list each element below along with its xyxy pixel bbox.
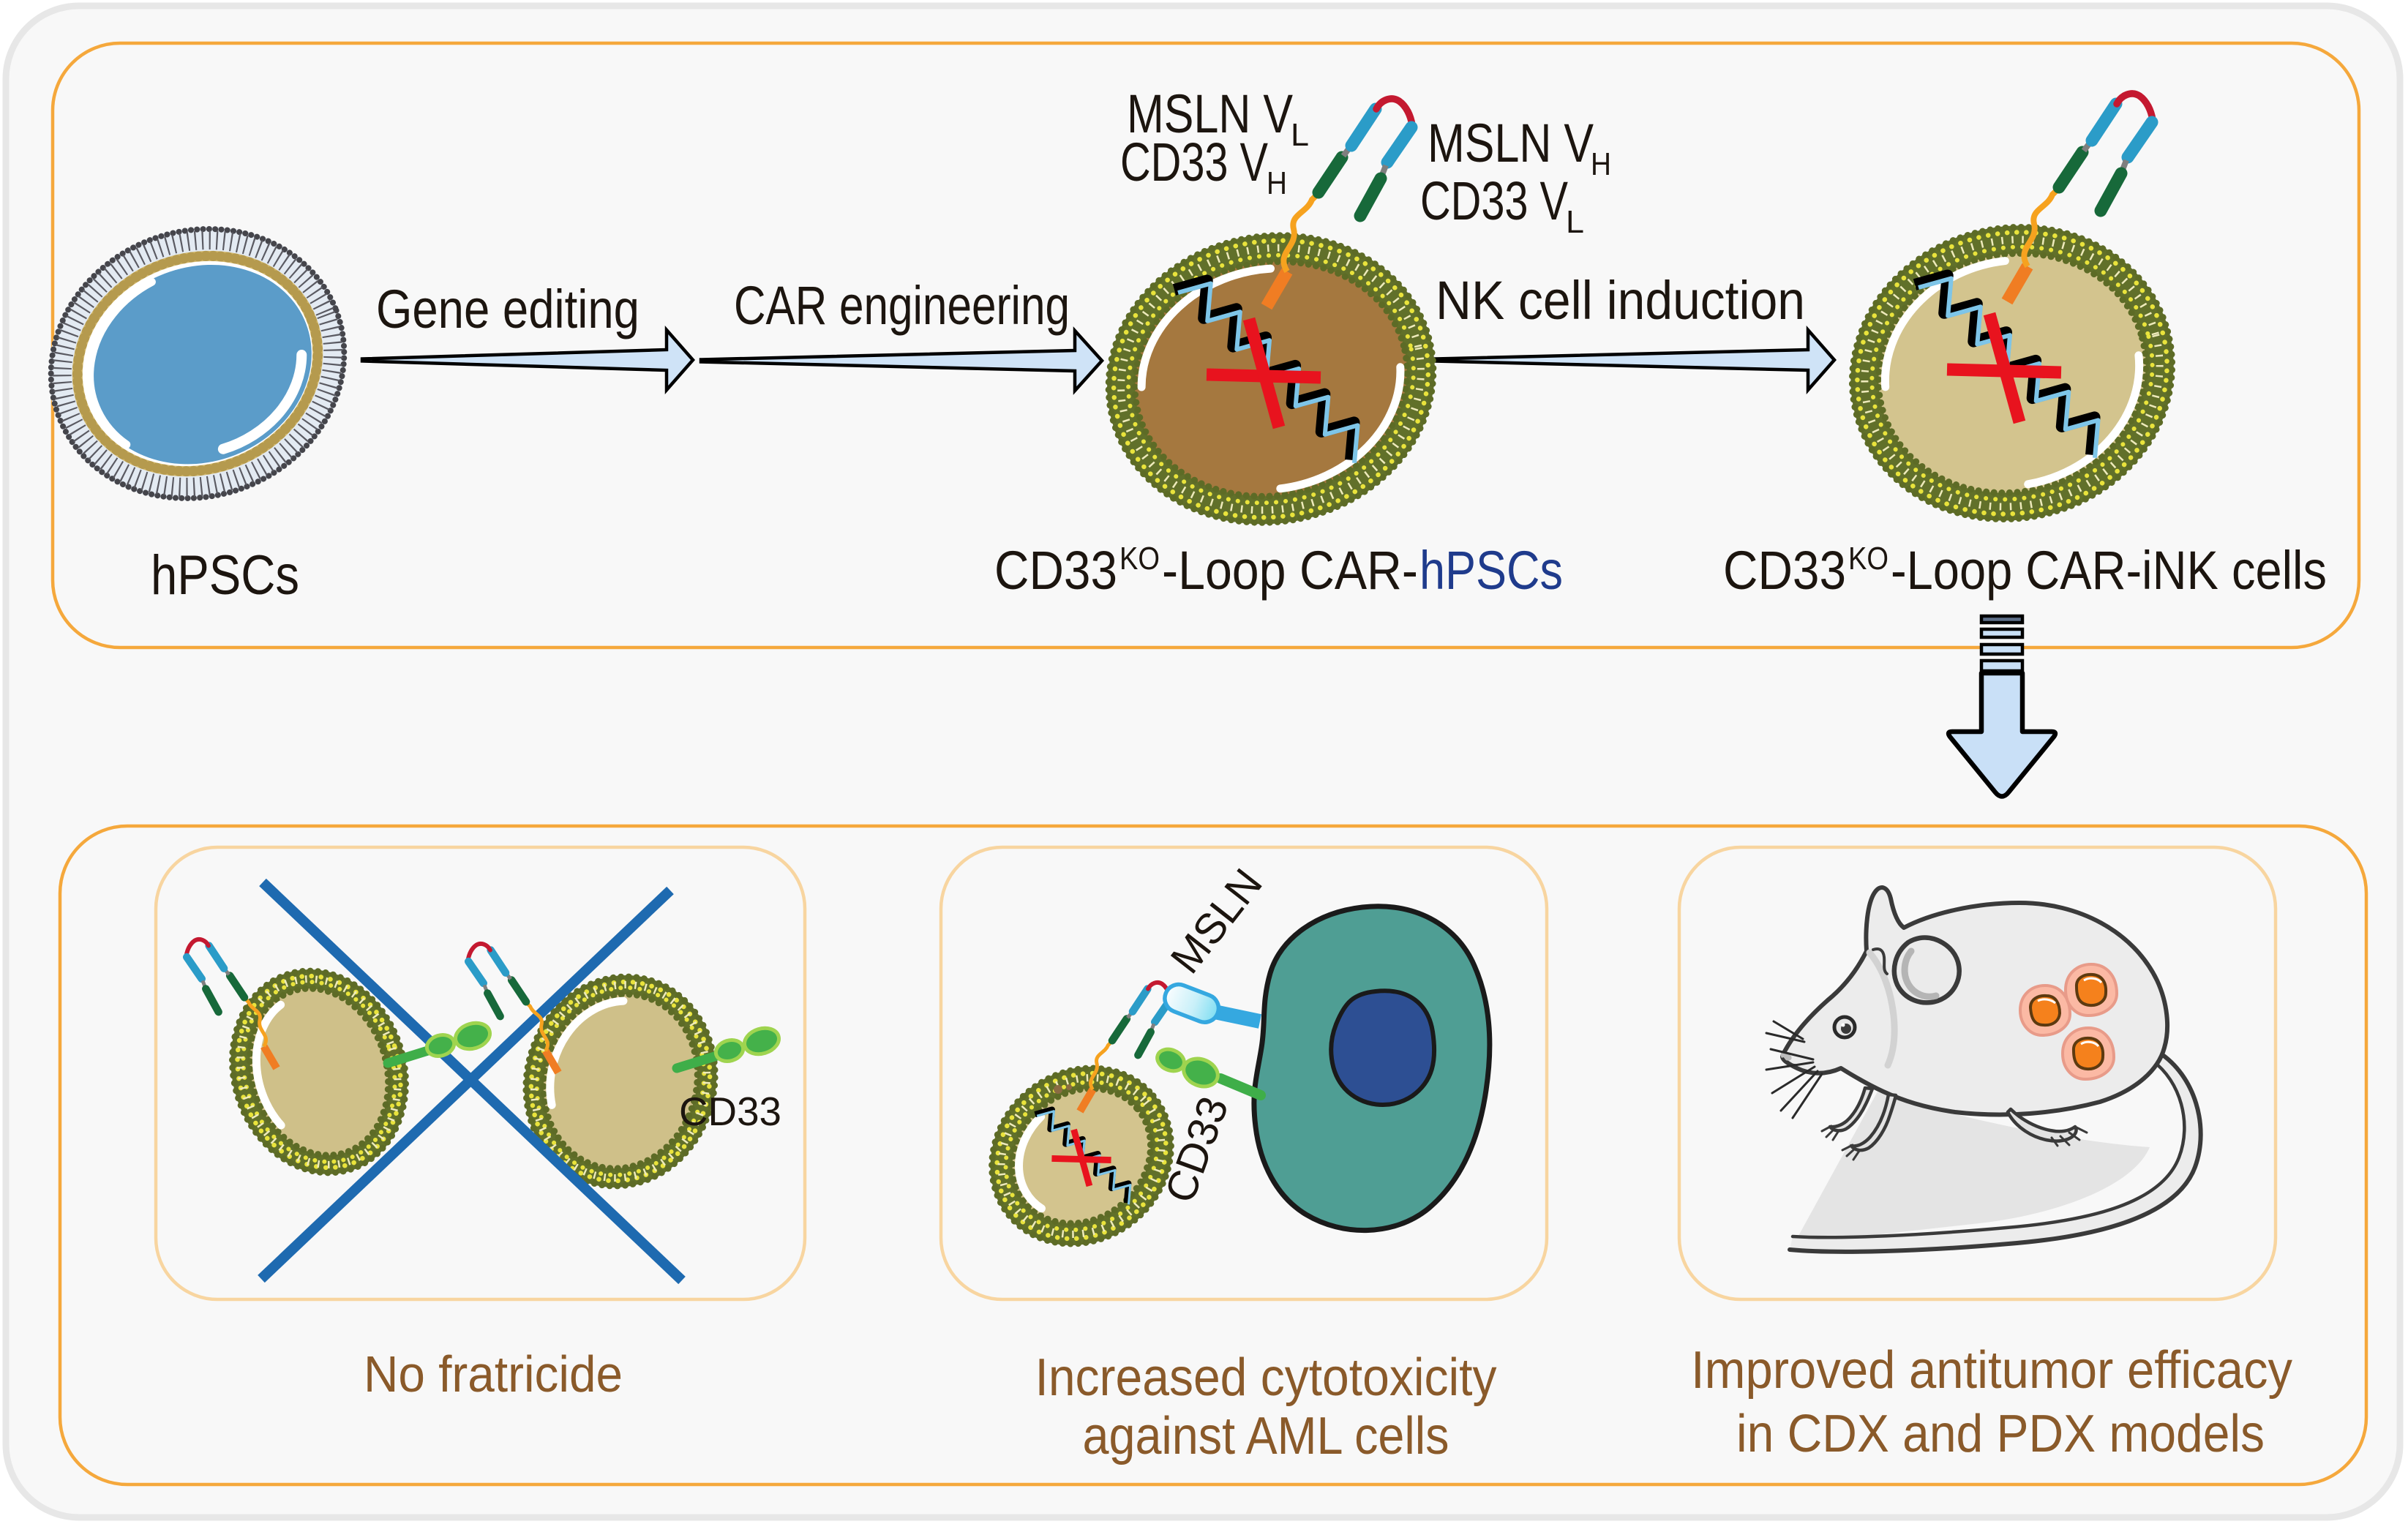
svg-text:Gene editing: Gene editing xyxy=(376,279,639,339)
svg-text:H: H xyxy=(1267,165,1287,201)
svg-text:CD33 V: CD33 V xyxy=(1120,132,1269,192)
svg-text:Increased cytotoxicity: Increased cytotoxicity xyxy=(1035,1348,1497,1407)
svg-text:Improved antitumor efficacy: Improved antitumor efficacy xyxy=(1691,1341,2292,1400)
svg-text:-Loop CAR-: -Loop CAR- xyxy=(1162,540,1418,601)
svg-text:KO: KO xyxy=(1848,541,1888,577)
svg-text:CAR engineering: CAR engineering xyxy=(734,275,1070,336)
svg-text:No fratricide: No fratricide xyxy=(364,1345,623,1403)
svg-text:CD33: CD33 xyxy=(994,540,1117,601)
svg-text:MSLN V: MSLN V xyxy=(1127,83,1294,144)
svg-text:CD33 V: CD33 V xyxy=(1420,170,1569,231)
svg-text:against AML cells: against AML cells xyxy=(1083,1407,1449,1465)
svg-text:hPSCs: hPSCs xyxy=(151,544,299,607)
svg-text:in CDX and PDX models: in CDX and PDX models xyxy=(1736,1405,2265,1463)
svg-text:MSLN V: MSLN V xyxy=(1428,113,1594,173)
svg-text:hPSCs: hPSCs xyxy=(1419,540,1563,601)
svg-text:L: L xyxy=(1566,204,1584,240)
svg-text:NK cell induction: NK cell induction xyxy=(1436,270,1805,331)
svg-text:KO: KO xyxy=(1119,541,1160,577)
svg-text:-Loop CAR-iNK cells: -Loop CAR-iNK cells xyxy=(1891,540,2327,601)
svg-text:CD33: CD33 xyxy=(1723,540,1846,601)
svg-text:L: L xyxy=(1291,117,1309,153)
svg-text:CD33: CD33 xyxy=(679,1089,781,1134)
svg-text:H: H xyxy=(1591,146,1611,182)
